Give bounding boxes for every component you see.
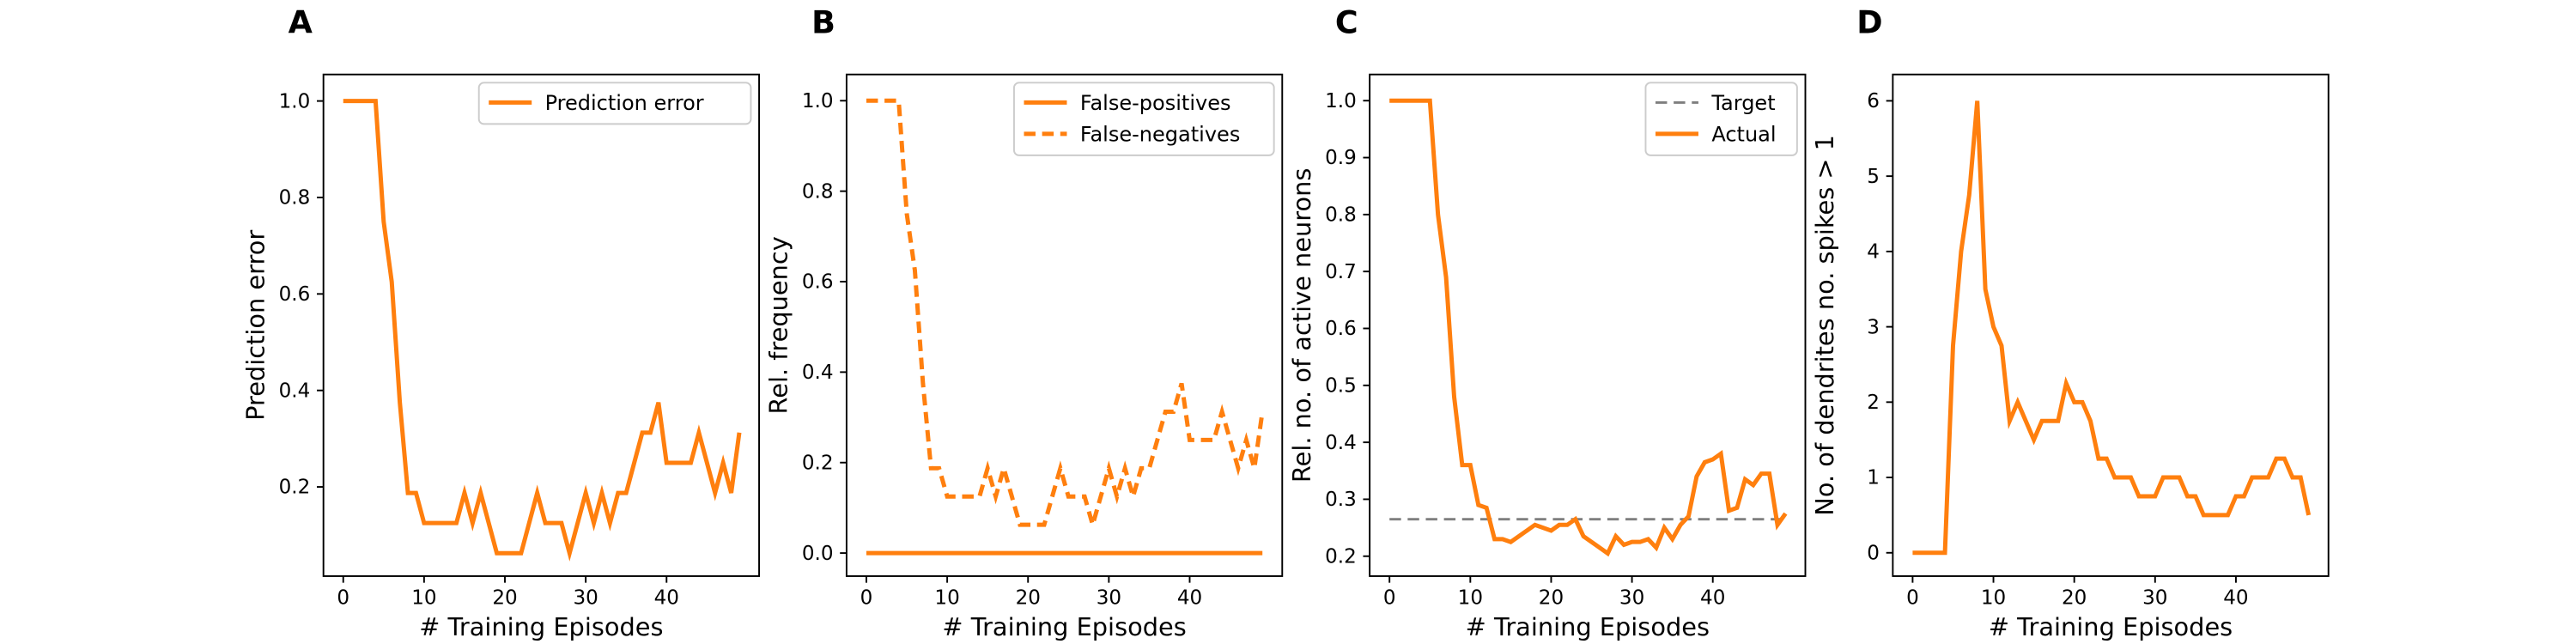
line-series	[1389, 98, 1788, 557]
y-tick-label: 0	[1867, 542, 1880, 564]
y-axis-label: No. of dendrites no. spikes > 1	[1810, 135, 1839, 516]
legend-label: Actual	[1711, 123, 1776, 147]
x-axis-label: # Training Episodes	[1989, 612, 2233, 641]
panel: D 0 10 20 30 40 0 1 2 3 4 5 6 # Training Episodes No. …	[1810, 4, 2330, 641]
y-tick-label: 0.4	[279, 380, 311, 402]
x-tick-label: 10	[411, 587, 436, 610]
x-axis-label: # Training Episodes	[942, 612, 1186, 641]
x-tick-label: 40	[1700, 587, 1725, 610]
legend-box	[1013, 82, 1275, 156]
y-tick-label: 0.9	[1325, 147, 1357, 169]
x-tick-label: 40	[654, 587, 679, 610]
x-tick-label: 20	[492, 587, 517, 610]
panel-label: A	[289, 4, 313, 41]
y-tick-label: 0.7	[1325, 261, 1357, 283]
y-tick-label: 1.0	[279, 90, 311, 112]
y-tick-label: 0.2	[802, 452, 834, 474]
panel-label: D	[1856, 4, 1882, 41]
x-tick-label: 40	[2223, 587, 2248, 610]
x-axis-label: # Training Episodes	[419, 612, 663, 641]
y-tick-label: 0.6	[1325, 318, 1357, 340]
y-tick-label: 5	[1867, 166, 1880, 188]
x-tick-label: 40	[1177, 587, 1202, 610]
legend-label: Target	[1710, 91, 1775, 115]
axes-frame	[845, 73, 1284, 577]
y-tick-label: 2	[1867, 392, 1880, 414]
panel: A 0 10 20 30 40 0.2 0.4 0.6 0.8 1.0 # Training Epis…	[240, 4, 761, 641]
axes-frame	[1369, 73, 1807, 577]
y-tick-label: 0.4	[1325, 432, 1357, 454]
y-tick-label: 4	[1867, 241, 1880, 264]
y-tick-label: 1.0	[802, 90, 834, 112]
line-series	[1912, 100, 2312, 556]
x-tick-label: 0	[1383, 587, 1396, 610]
y-tick-label: 0.8	[1325, 204, 1357, 227]
x-tick-label: 0	[1906, 587, 1919, 610]
legend-box	[1644, 82, 1798, 156]
legend-label: False-positives	[1080, 91, 1231, 115]
x-tick-label: 30	[1619, 587, 1644, 610]
x-tick-label: 10	[1458, 587, 1483, 610]
y-tick-label: 6	[1867, 90, 1880, 112]
x-tick-label: 20	[2062, 587, 2087, 610]
x-tick-label: 20	[1539, 587, 1564, 610]
panel-label: B	[811, 4, 835, 41]
x-tick-label: 30	[573, 587, 598, 610]
line-series	[343, 99, 742, 562]
x-tick-label: 0	[860, 587, 873, 610]
y-tick-label: 0.3	[1325, 489, 1357, 511]
panel: C 0 10 20 30 40 0.2 0.3 0.4 0.5 0.6 0.7 0.8 0.9 1.0 # T…	[1287, 4, 1807, 641]
y-tick-label: 0.8	[802, 180, 834, 203]
y-axis-label: Rel. frequency	[764, 236, 793, 414]
x-tick-label: 0	[337, 587, 349, 610]
y-axis-label: Rel. no. of active neurons	[1287, 168, 1316, 483]
line-series	[866, 98, 1265, 533]
y-axis-label: Prediction error	[240, 230, 270, 421]
panel-label: C	[1335, 4, 1358, 41]
y-tick-label: 0.4	[802, 361, 834, 384]
y-tick-label: 0.0	[802, 543, 834, 565]
legend-box	[477, 82, 752, 125]
x-tick-label: 30	[1097, 587, 1121, 610]
x-tick-label: 10	[1981, 587, 2006, 610]
y-tick-label: 0.2	[1325, 545, 1357, 568]
y-tick-label: 1	[1867, 467, 1880, 489]
x-tick-label: 20	[1016, 587, 1041, 610]
x-tick-label: 30	[2142, 587, 2167, 610]
axes-frame	[1892, 73, 2330, 577]
y-tick-label: 0.5	[1325, 374, 1357, 397]
y-tick-label: 1.0	[1325, 90, 1357, 112]
x-tick-label: 10	[934, 587, 959, 610]
legend-label: False-negatives	[1080, 123, 1241, 147]
axes-frame	[322, 73, 761, 577]
legend-label: Prediction error	[545, 91, 704, 115]
y-tick-label: 0.2	[279, 477, 311, 499]
x-axis-label: # Training Episodes	[1466, 612, 1710, 641]
y-tick-label: 0.8	[279, 187, 311, 210]
y-tick-label: 3	[1867, 316, 1880, 338]
y-tick-label: 0.6	[279, 283, 311, 306]
panel: B 0 10 20 30 40 0.0 0.2 0.4 0.6 0.8 1.0 # Training E…	[764, 4, 1284, 641]
y-tick-label: 0.6	[802, 271, 834, 294]
